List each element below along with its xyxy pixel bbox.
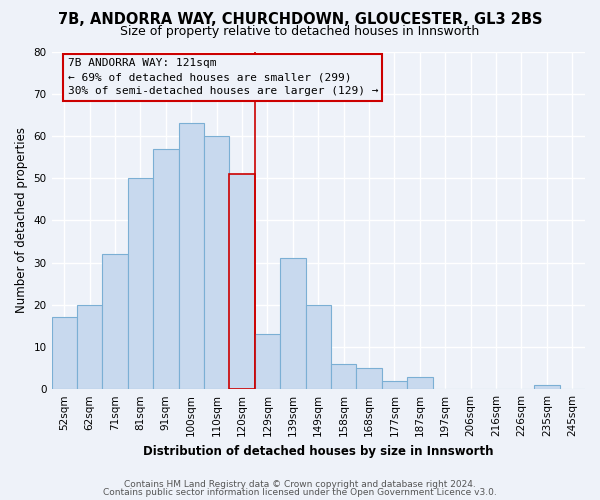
Bar	[77, 305, 103, 389]
Bar	[534, 385, 560, 389]
Bar	[382, 380, 407, 389]
Bar	[128, 178, 153, 389]
Text: Contains HM Land Registry data © Crown copyright and database right 2024.: Contains HM Land Registry data © Crown c…	[124, 480, 476, 489]
Text: Contains public sector information licensed under the Open Government Licence v3: Contains public sector information licen…	[103, 488, 497, 497]
Bar	[204, 136, 229, 389]
Y-axis label: Number of detached properties: Number of detached properties	[15, 128, 28, 314]
Text: 7B, ANDORRA WAY, CHURCHDOWN, GLOUCESTER, GL3 2BS: 7B, ANDORRA WAY, CHURCHDOWN, GLOUCESTER,…	[58, 12, 542, 28]
Bar	[305, 305, 331, 389]
Bar	[331, 364, 356, 389]
X-axis label: Distribution of detached houses by size in Innsworth: Distribution of detached houses by size …	[143, 444, 494, 458]
Bar	[280, 258, 305, 389]
Bar	[179, 124, 204, 389]
Bar	[229, 174, 255, 389]
Bar	[153, 148, 179, 389]
Text: Size of property relative to detached houses in Innsworth: Size of property relative to detached ho…	[121, 25, 479, 38]
Bar	[356, 368, 382, 389]
Bar	[407, 376, 433, 389]
Bar	[255, 334, 280, 389]
Bar	[103, 254, 128, 389]
Bar	[52, 318, 77, 389]
Text: 7B ANDORRA WAY: 121sqm
← 69% of detached houses are smaller (299)
30% of semi-de: 7B ANDORRA WAY: 121sqm ← 69% of detached…	[68, 58, 378, 96]
